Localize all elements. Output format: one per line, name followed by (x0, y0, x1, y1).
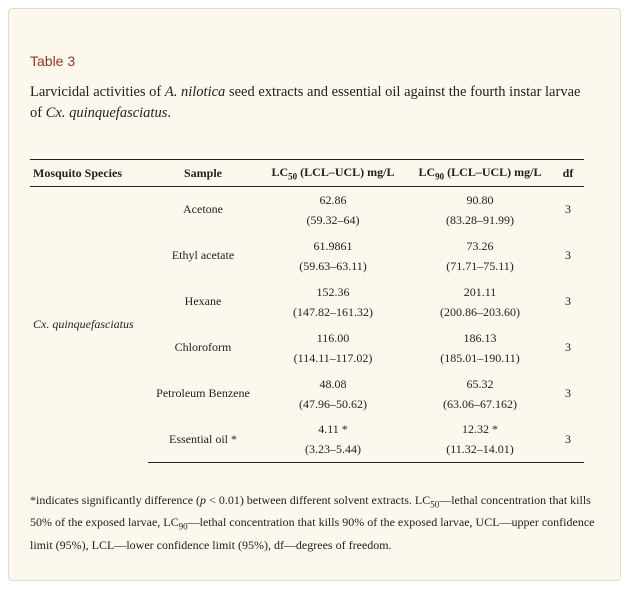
sample-cell: Hexane (184, 294, 222, 308)
table-row: Petroleum Benzene 48.08 (47.96–50.62) 65.… (30, 371, 584, 417)
lc50-cell: 48.08 (47.96–50.62) (299, 376, 367, 411)
lc90-cell: 65.32 (63.06–67.162) (443, 376, 517, 411)
lc90-cell: 201.11 (200.86–203.60) (440, 284, 520, 319)
header-df: df (552, 159, 584, 187)
lc90-cell: 73.26 (71.71–75.11) (446, 238, 514, 273)
species-cell: Cx. quinquefasciatus (33, 317, 134, 332)
table-row: Hexane 152.36 (147.82–161.32) 201.11 (200.… (30, 279, 584, 325)
df-cell: 3 (565, 386, 571, 400)
caption-text-3: . (167, 105, 171, 121)
lc90-cell: 12.32 * (11.32–14.01) (408, 416, 552, 463)
header-lc90: LC90 (LCL–UCL) mg/L (408, 159, 552, 187)
df-cell: 3 (565, 202, 571, 217)
header-row: Mosquito Species Sample LC50 (LCL–UCL) m… (30, 159, 584, 187)
lc50-cell: 4.11 * (3.23–5.44) (258, 416, 408, 463)
df-cell: 3 (565, 248, 571, 262)
data-table: Mosquito Species Sample LC50 (LCL–UCL) m… (30, 159, 584, 463)
sample-cell: Essential oil * (148, 416, 258, 463)
table-label: Table 3 (30, 53, 76, 69)
table-row: Cx. quinquefasciatus Acetone 62.86 (59.32… (30, 187, 584, 332)
df-cell: 3 (552, 416, 584, 463)
table-caption: Larvicidal activities of A. nilotica see… (30, 82, 590, 124)
lc50-cell: 61.9861 (59.63–63.11) (299, 238, 367, 273)
sample-cell: Chloroform (174, 340, 232, 354)
lc90-cell: 186.13 (185.01–190.11) (440, 330, 520, 365)
header-lc50: LC50 (LCL–UCL) mg/L (258, 159, 408, 187)
table-row: Chloroform 116.00 (114.11–117.02) 186.13(… (30, 325, 584, 371)
caption-target: Cx. quinquefasciatus (45, 105, 168, 121)
lc90-cell: 90.80 (83.28–91.99) (446, 192, 514, 227)
df-cell: 3 (565, 340, 571, 354)
sample-cell: Petroleum Benzene (156, 386, 250, 400)
sample-cell: Acetone (183, 202, 223, 217)
header-sample: Sample (148, 159, 258, 187)
lc50-cell: 152.36 (147.82–161.32) (293, 284, 373, 319)
sample-cell: Ethyl acetate (171, 248, 235, 262)
df-cell: 3 (565, 294, 571, 308)
table-footnote: *indicates significantly difference (p <… (30, 493, 595, 552)
caption-species: A. nilotica (164, 84, 226, 100)
caption-text-1: Larvicidal activities of (30, 84, 165, 100)
table-row: Essential oil * 4.11 * (3.23–5.44) 12.32 … (30, 416, 584, 463)
table-panel: Table 3 Larvicidal activities of A. nilo… (8, 8, 621, 581)
header-species: Mosquito Species (30, 159, 148, 187)
table-row: Ethyl acetate 61.9861 (59.63–63.11) 73.26… (30, 233, 584, 279)
caption-text-2: seed extracts and essential oil against … (30, 84, 581, 121)
lc50-cell: 116.00 (114.11–117.02) (293, 330, 373, 365)
lc50-cell: 62.86 (59.32–64) (306, 192, 360, 227)
